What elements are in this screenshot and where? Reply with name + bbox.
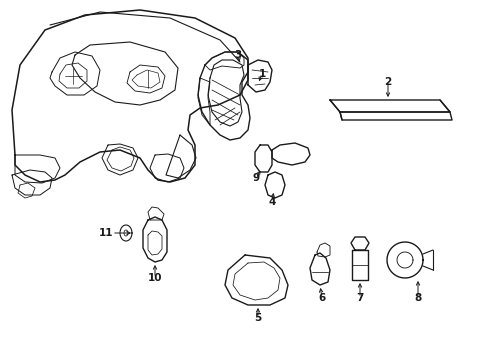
Text: 8: 8 — [413, 293, 421, 303]
Text: 4: 4 — [268, 197, 275, 207]
Text: 11: 11 — [99, 228, 113, 238]
Text: 7: 7 — [356, 293, 363, 303]
Text: 3: 3 — [234, 50, 241, 60]
Text: 6: 6 — [318, 293, 325, 303]
Text: 5: 5 — [254, 313, 261, 323]
Text: 2: 2 — [384, 77, 391, 87]
Text: 1: 1 — [258, 69, 265, 79]
Text: 10: 10 — [147, 273, 162, 283]
Text: 9: 9 — [252, 173, 259, 183]
